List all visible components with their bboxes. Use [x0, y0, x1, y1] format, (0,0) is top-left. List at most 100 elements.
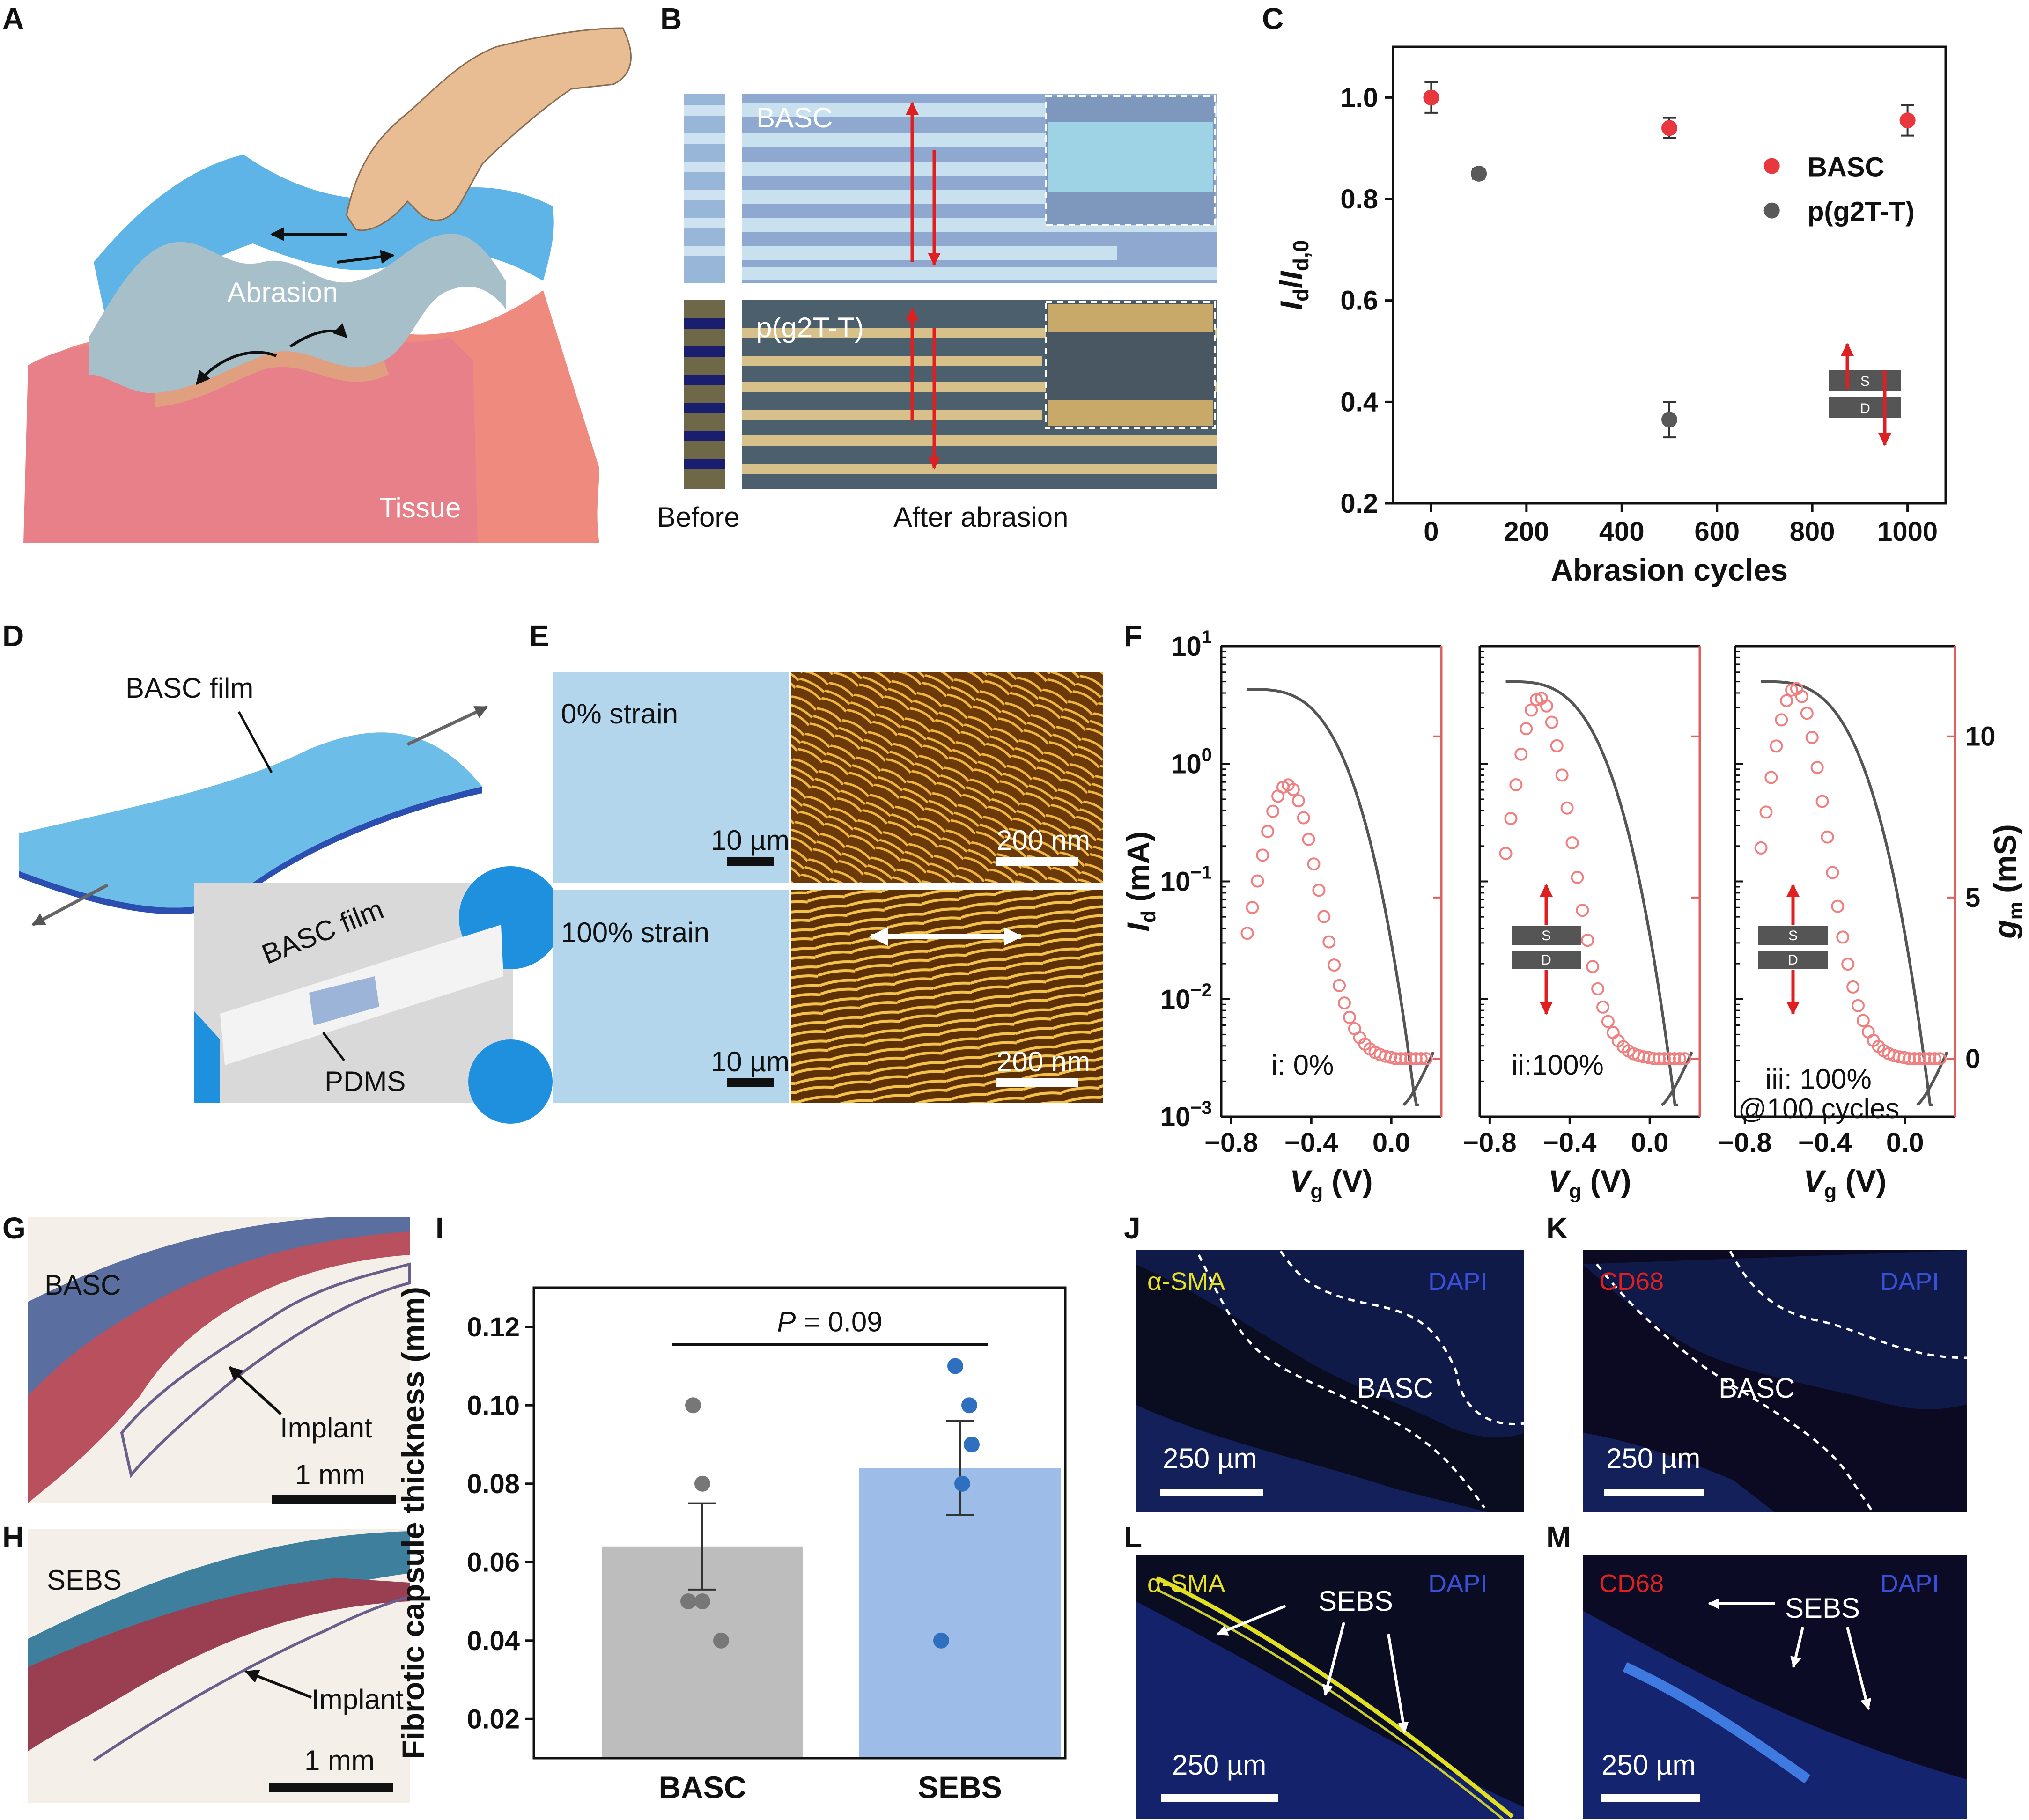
id-curve — [1505, 680, 1678, 1106]
panel-m: M CD68 DAPI SEBS 250 µm — [1546, 1520, 1967, 1819]
gm-point — [1815, 795, 1829, 808]
plot-frame — [1392, 45, 1947, 505]
p-value-label: P = 0.09 — [777, 1306, 882, 1337]
material-label: BASC — [1357, 1372, 1433, 1404]
gm-point — [1550, 739, 1564, 752]
gm-point — [1399, 1052, 1413, 1066]
stain-label: CD68 — [1599, 1569, 1664, 1598]
film-label: BASC film — [125, 672, 253, 704]
panel-l: L α-SMA DAPI SEBS 250 µm — [1124, 1520, 1524, 1820]
y-axis-label: Fibrotic capsule thickness (mm) — [396, 1287, 430, 1759]
data-point — [1661, 412, 1677, 428]
after-label: After abrasion — [893, 501, 1069, 533]
material-label: SEBS — [1318, 1585, 1393, 1617]
gm-point — [1800, 707, 1814, 720]
before-pg2t-image — [684, 300, 725, 489]
gm-point — [1389, 1052, 1402, 1066]
y-tick-label: 0.6 — [1340, 286, 1378, 316]
gm-point — [1810, 761, 1824, 774]
panel-label: B — [660, 2, 682, 36]
dapi-label: DAPI — [1880, 1267, 1939, 1296]
gm-point — [1923, 1052, 1936, 1066]
scale-label: 250 µm — [1606, 1443, 1700, 1474]
gm-point — [1678, 1052, 1691, 1066]
gm-point — [1601, 1015, 1615, 1028]
chart-f: −0.8 −0.4 0.0Vg (V)−0.8 −0.4 0.0Vg (V)−0.8 −0… — [1121, 627, 2027, 1203]
panel-label: M — [1546, 1520, 1571, 1554]
x-tick-label: 400 — [1599, 516, 1645, 547]
sebs-trace — [1623, 1662, 1811, 1783]
y-tick-label: 10−2 — [1160, 980, 1212, 1015]
gm-point — [1908, 1052, 1921, 1066]
gm-point — [1586, 960, 1600, 973]
gm-point — [1775, 713, 1788, 727]
gm-point — [1266, 804, 1280, 818]
gm-point — [1576, 904, 1589, 917]
sd-device-icon: S D — [1758, 884, 1828, 1015]
subplot-label-ii: ii:100% — [1512, 1049, 1604, 1081]
gm-point — [1856, 1014, 1870, 1027]
y-right-tick-label: 5 — [1965, 883, 1980, 913]
x-tick-label: −0.8 — [1718, 1127, 1772, 1158]
data-point — [1471, 165, 1487, 182]
data-point — [954, 1475, 970, 1492]
scale-label: 250 µm — [1172, 1749, 1266, 1781]
gm-point — [1540, 699, 1553, 713]
panel-label: F — [1124, 619, 1142, 653]
gm-point — [1596, 1000, 1610, 1014]
gm-point — [1322, 935, 1336, 949]
scale-label: 1 mm — [304, 1745, 375, 1776]
afm-100-strain — [791, 890, 1103, 1103]
gm-point — [1328, 958, 1341, 972]
legend-label: BASC — [1808, 152, 1884, 183]
gm-point — [1903, 1052, 1916, 1066]
x-tick-label: −0.4 — [1798, 1127, 1852, 1158]
id-curve-tail — [1916, 1051, 1948, 1106]
film-edge — [155, 351, 389, 407]
x-tick-label: 800 — [1790, 516, 1835, 547]
x-tick-label: −0.4 — [1284, 1127, 1338, 1158]
gm-point — [1499, 847, 1513, 860]
plot-frame — [532, 1286, 1067, 1760]
legend-marker — [1763, 158, 1780, 174]
x-tick-label: −0.4 — [1543, 1127, 1597, 1158]
y-right-axis-label: gm (mS) — [1988, 824, 2027, 939]
panel-a: A Abrasion Tissue — [2, 2, 632, 543]
id-curve — [1761, 680, 1933, 1106]
panel-k: K CD68 DAPI BASC 250 µm — [1546, 1211, 1967, 1513]
x-tick-label: 200 — [1504, 516, 1549, 547]
y-tick-label: 1.0 — [1340, 82, 1378, 113]
data-point — [933, 1632, 949, 1649]
y-tick-label: 0.02 — [467, 1704, 520, 1734]
gm-point — [1591, 982, 1605, 995]
gm-point — [1261, 825, 1275, 838]
tissue-label: Tissue — [379, 492, 461, 523]
gm-point — [1343, 1010, 1356, 1024]
x-tick-label: SEBS — [918, 1770, 1002, 1805]
y-tick-label: 0.2 — [1340, 488, 1378, 519]
gm-point — [1764, 771, 1778, 784]
stain-label: α-SMA — [1147, 1267, 1225, 1296]
x-tick-label: 600 — [1694, 516, 1740, 547]
x-tick-label: 0.0 — [1631, 1127, 1669, 1158]
dapi-label: DAPI — [1428, 1569, 1487, 1598]
id-curve-tail — [1661, 1051, 1693, 1106]
implant-label: Implant — [311, 1684, 404, 1715]
y-tick-label: 0.12 — [467, 1312, 520, 1342]
panel-d: D BASC film BASC film PDMS — [2, 619, 562, 1124]
gm-point — [1647, 1052, 1661, 1066]
panel-c: C 0 200 400 600 800 1000 0.2 0.4 0.6 0.8 1.0 Abrasi… — [1262, 2, 1947, 587]
dapi-label: DAPI — [1428, 1267, 1487, 1296]
material-label: SEBS — [1785, 1592, 1860, 1624]
gm-point — [1504, 812, 1518, 825]
scale-label: 250 µm — [1163, 1443, 1257, 1474]
id-curve-tail — [1402, 1051, 1435, 1106]
basc-label: BASC — [756, 102, 833, 133]
gm-point — [1409, 1052, 1423, 1066]
y-right-tick-label: 0 — [1965, 1044, 1980, 1074]
panel-label: G — [2, 1211, 26, 1245]
panel-label: E — [529, 619, 549, 653]
panel-label: C — [1262, 2, 1284, 36]
abrasion-label: Abrasion — [227, 277, 338, 308]
